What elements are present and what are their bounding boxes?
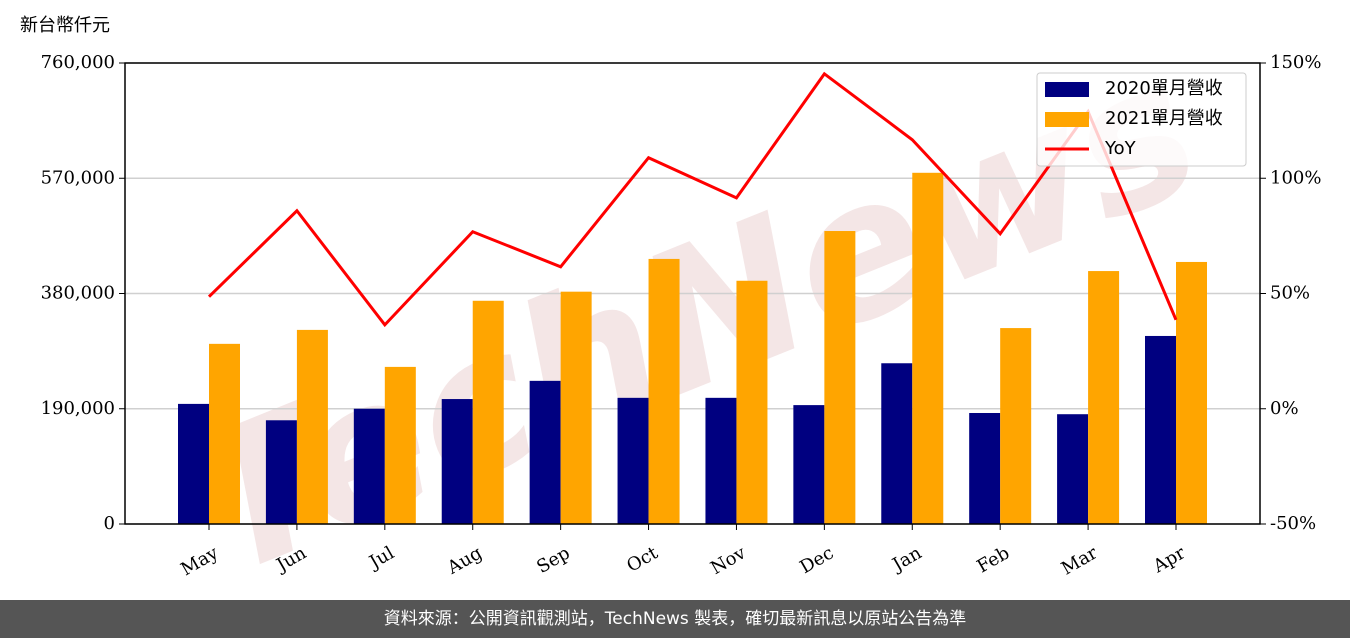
bar — [296, 329, 328, 524]
x-tick-label: Apr — [1149, 542, 1189, 577]
legend-label: 2020單月營收 — [1105, 78, 1223, 99]
y2-tick-label: 0% — [1270, 398, 1299, 419]
y2-tick-label: -50% — [1270, 513, 1316, 534]
bar — [881, 363, 913, 524]
bar — [472, 300, 504, 524]
bar — [441, 399, 473, 524]
x-tick-label: Feb — [974, 542, 1014, 577]
x-tick-label: Mar — [1058, 542, 1102, 579]
y-tick-label: 570,000 — [41, 167, 115, 188]
y-axis-unit: 新台幣仟元 — [20, 15, 110, 36]
bar — [912, 172, 944, 525]
footer: 資料來源：公開資訊觀測站，TechNews 製表，確切最新訊息以原站公告為準 — [384, 609, 966, 629]
y-tick-label: 380,000 — [41, 283, 115, 304]
bar — [705, 397, 737, 524]
y-tick-label: 760,000 — [41, 52, 115, 73]
bar — [1057, 414, 1089, 524]
yoy-line — [207, 71, 1178, 328]
bar — [1145, 335, 1176, 524]
footer-bar — [0, 600, 1350, 638]
x-tick-label: May — [177, 542, 222, 580]
y2-tick-label: 50% — [1270, 283, 1310, 304]
bar — [560, 291, 592, 524]
x-tick-label: Aug — [443, 542, 486, 579]
bar — [529, 380, 561, 524]
x-tick-label: Dec — [796, 542, 837, 578]
bar — [648, 258, 680, 524]
bar — [353, 408, 385, 524]
x-tick-label: Sep — [533, 542, 573, 577]
bar — [736, 280, 768, 524]
legend-label: YoY — [1104, 138, 1137, 159]
legend-swatch — [1045, 112, 1089, 127]
bar — [209, 343, 240, 524]
bar — [265, 420, 297, 524]
bar — [1000, 328, 1032, 524]
x-tick-label: Jan — [887, 542, 925, 576]
bar — [178, 403, 209, 524]
y2-tick-label: 150% — [1270, 52, 1321, 73]
bar — [384, 366, 416, 524]
bar — [824, 231, 856, 524]
plot-frame — [124, 62, 1261, 525]
y2-tick-label: 100% — [1270, 167, 1321, 188]
bar — [793, 405, 825, 524]
bar — [969, 412, 1001, 524]
legend-swatch — [1045, 82, 1089, 97]
bar — [1088, 271, 1120, 524]
y-tick-label: 190,000 — [41, 398, 115, 419]
legend-box — [1036, 72, 1247, 167]
legend-label: 2021單月營收 — [1105, 108, 1223, 129]
y-tick-label: 0 — [104, 513, 115, 534]
x-tick-label: Oct — [623, 542, 662, 577]
bar — [1176, 261, 1207, 524]
x-tick-label: Nov — [707, 542, 750, 579]
bar — [617, 397, 649, 524]
